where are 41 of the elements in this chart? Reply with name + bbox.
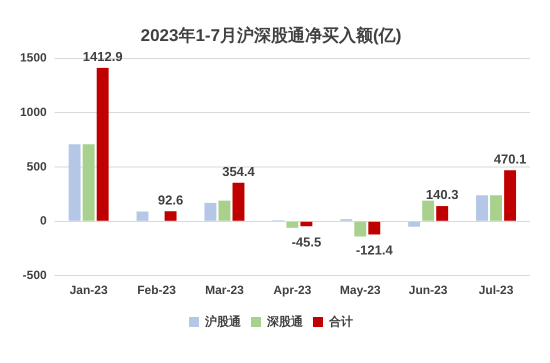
data-label: 1412.9 bbox=[82, 48, 123, 64]
bar bbox=[436, 206, 448, 221]
x-tick-label: Mar-23 bbox=[205, 283, 244, 298]
bar bbox=[96, 68, 109, 221]
y-tick-label: 1000 bbox=[20, 105, 48, 120]
bar bbox=[232, 182, 244, 221]
bar bbox=[422, 200, 434, 221]
bar bbox=[300, 222, 312, 226]
bar bbox=[476, 195, 488, 221]
bar bbox=[354, 222, 366, 237]
bar bbox=[204, 202, 216, 221]
chart-title: 2023年1-7月沪深股通净买入额(亿) bbox=[140, 26, 402, 45]
bar bbox=[286, 222, 298, 228]
x-tick-label: Jul-23 bbox=[478, 283, 514, 298]
bar bbox=[490, 195, 502, 221]
data-label: -45.5 bbox=[292, 234, 322, 250]
bar bbox=[164, 211, 177, 221]
x-tick-label: Jun-23 bbox=[408, 283, 448, 298]
data-label: 92.6 bbox=[158, 192, 184, 208]
y-tick-label: 1500 bbox=[20, 50, 48, 65]
x-tick-label: Jan-23 bbox=[70, 283, 108, 298]
bar bbox=[408, 222, 420, 227]
legend-label: 沪股通 bbox=[204, 314, 242, 328]
x-tick-label: Feb-23 bbox=[137, 283, 176, 298]
bar bbox=[68, 144, 81, 221]
data-label: -121.4 bbox=[356, 242, 394, 258]
y-tick-label: 500 bbox=[26, 159, 48, 174]
y-tick-label: 0 bbox=[40, 214, 48, 228]
data-label: 470.1 bbox=[494, 151, 526, 166]
bar bbox=[504, 170, 516, 221]
legend-label: 深股通 bbox=[266, 314, 304, 328]
data-label: 140.3 bbox=[426, 187, 458, 202]
bar bbox=[218, 200, 230, 221]
bar bbox=[368, 222, 380, 234]
x-tick-label: Apr-23 bbox=[273, 283, 312, 298]
bar bbox=[82, 144, 95, 221]
legend-label: 合计 bbox=[328, 314, 353, 328]
bar bbox=[136, 212, 148, 221]
x-tick-label: May-23 bbox=[340, 283, 381, 298]
data-label: 354.4 bbox=[222, 164, 256, 179]
y-tick-label: -500 bbox=[22, 268, 48, 282]
